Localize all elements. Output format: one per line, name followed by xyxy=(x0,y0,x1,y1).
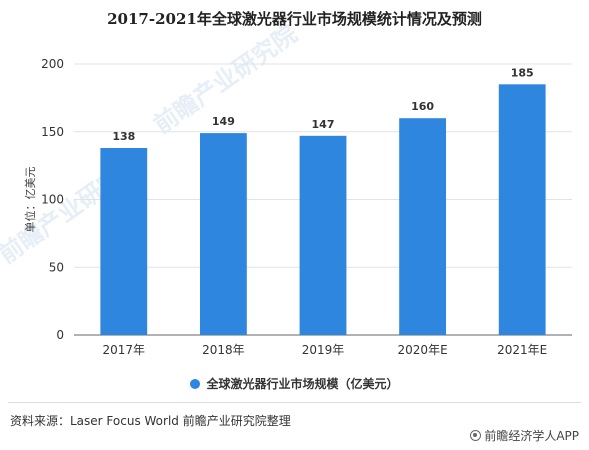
chart-title: 2017-2021年全球激光器行业市场规模统计情况及预测 xyxy=(107,10,482,28)
bar xyxy=(199,133,247,335)
data-label: 185 xyxy=(511,66,534,79)
legend-label: 全球激光器行业市场规模（亿美元） xyxy=(206,377,399,391)
footer-divider xyxy=(8,402,581,403)
data-label: 149 xyxy=(212,115,235,128)
bar-chart: 0 50 100 150 200 单位：亿美元 138 2017年 149 2018年 147 201… xyxy=(23,57,572,357)
at-icon xyxy=(470,430,482,441)
y-tick-label: 100 xyxy=(41,193,64,207)
bar xyxy=(498,84,546,335)
data-label: 147 xyxy=(312,118,335,131)
brand-credit: 前瞻经济学人APP xyxy=(470,427,579,444)
x-tick-label: 2020年E xyxy=(398,343,448,357)
brand-label: 前瞻经济学人APP xyxy=(484,429,579,443)
bar xyxy=(399,118,447,335)
y-tick-label: 0 xyxy=(56,328,64,342)
source-note: 资料来源：Laser Focus World 前瞻产业研究院整理 xyxy=(10,414,291,428)
x-tick-label: 2019年 xyxy=(302,343,345,357)
bar xyxy=(299,135,347,335)
y-axis-label: 单位：亿美元 xyxy=(23,167,37,233)
y-tick-label: 200 xyxy=(41,57,64,71)
x-tick-label: 2021年E xyxy=(497,343,547,357)
legend-marker xyxy=(190,378,201,389)
data-label: 160 xyxy=(411,100,434,113)
legend: 全球激光器行业市场规模（亿美元） xyxy=(0,375,589,392)
x-tick-label: 2017年 xyxy=(103,343,146,357)
y-tick-label: 50 xyxy=(49,260,64,274)
y-tick-label: 150 xyxy=(41,125,64,139)
x-tick-label: 2018年 xyxy=(202,343,245,357)
bar xyxy=(100,148,148,335)
data-label: 138 xyxy=(112,130,135,143)
